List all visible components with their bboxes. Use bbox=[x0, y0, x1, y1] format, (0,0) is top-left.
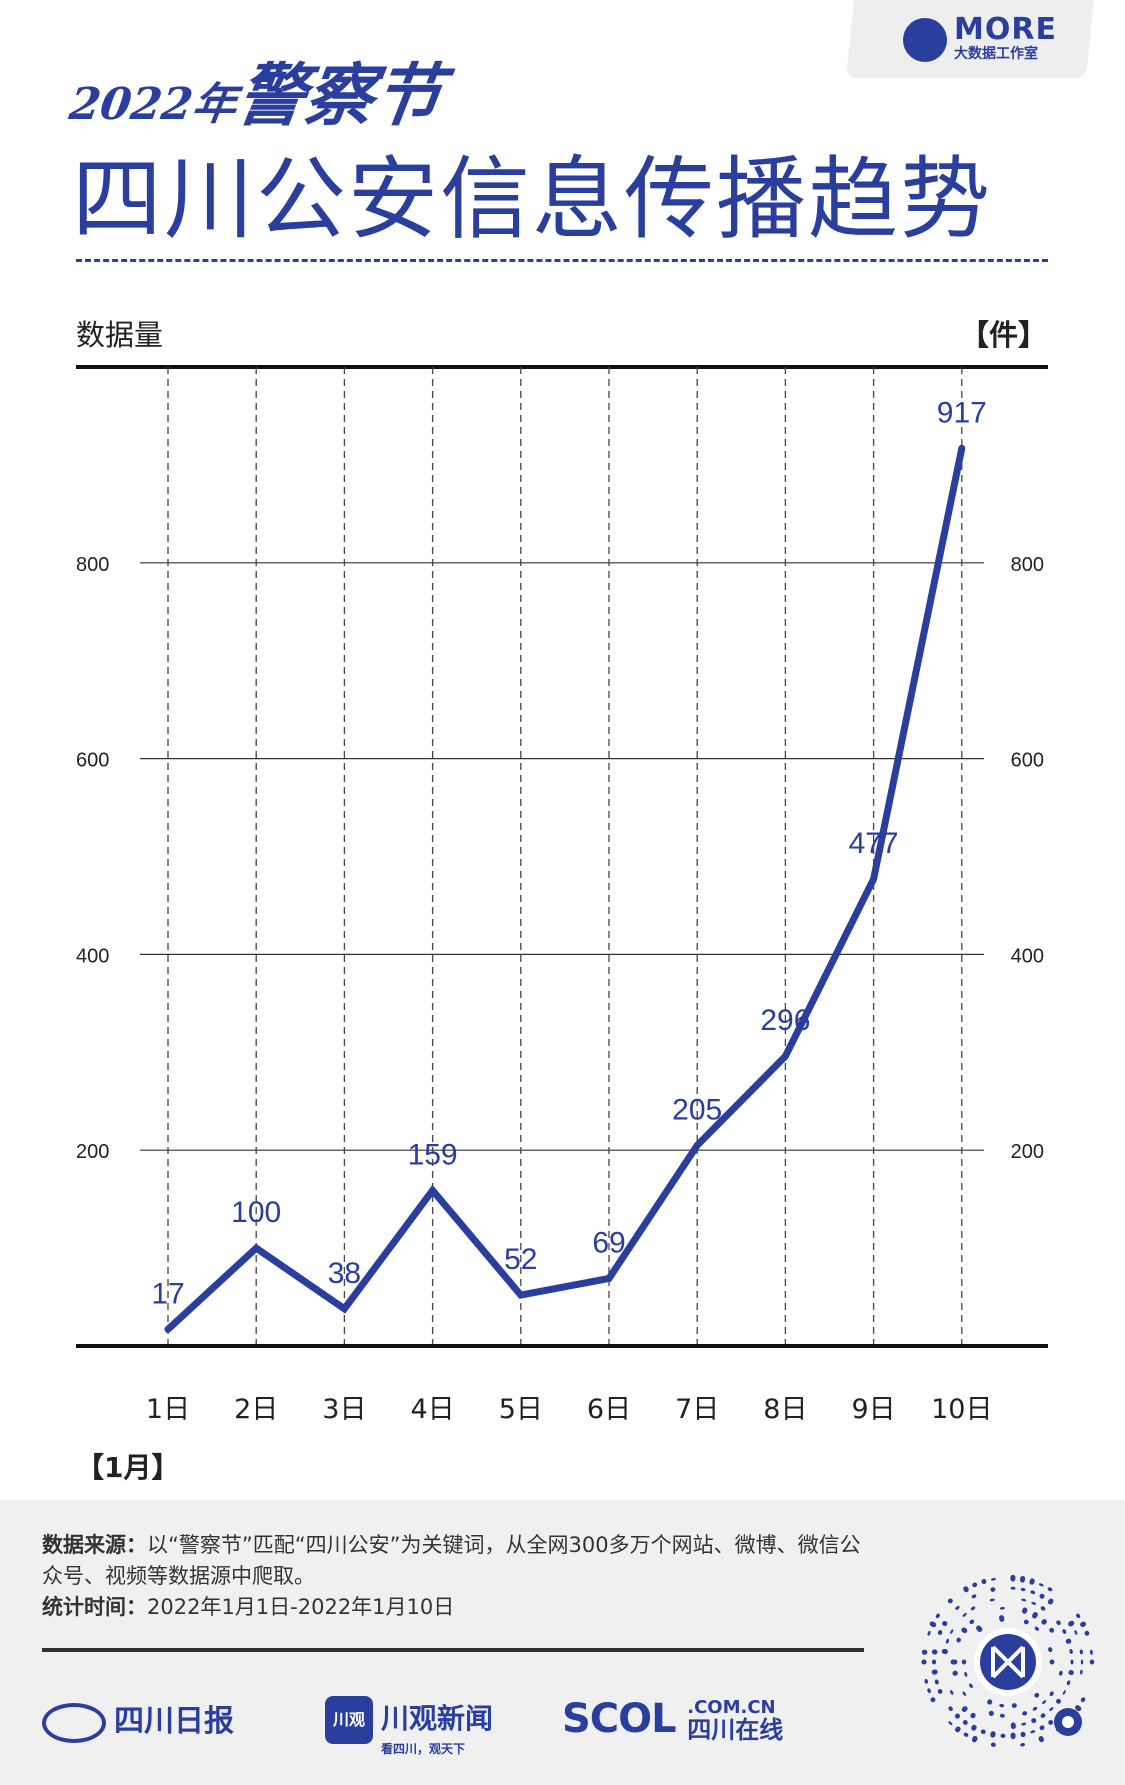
data-point bbox=[607, 1276, 611, 1281]
footer bbox=[0, 1500, 1125, 1785]
time-text: 2022年1月1日-2022年1月10日 bbox=[147, 1595, 455, 1619]
y-tick-label-right: 200 bbox=[1011, 1141, 1044, 1163]
data-label: 38 bbox=[328, 1257, 361, 1290]
data-point bbox=[695, 1143, 700, 1148]
y-tick-label-left: 600 bbox=[76, 750, 109, 772]
event-text: 警察节 bbox=[231, 56, 448, 136]
data-label: 52 bbox=[504, 1243, 537, 1276]
logo-big: MORE bbox=[954, 12, 1057, 47]
x-tick-label: 3日 bbox=[322, 1394, 366, 1425]
brand3-bottom: 四川在线 bbox=[687, 1716, 784, 1744]
x-tick-label: 2日 bbox=[234, 1394, 278, 1425]
source-text: 以“警察节”匹配“四川公安”为关键词，从全网300多万个网站、微博、微信公众号、… bbox=[42, 1533, 861, 1588]
event-headline: 2022年警察节 bbox=[65, 40, 449, 139]
chuanguan-logo-icon: 川观 bbox=[325, 1696, 373, 1744]
sichuan-daily-logo-icon bbox=[42, 1703, 106, 1743]
brand-chuanguan-news: 川观 川观新闻 看四川，观天下 bbox=[325, 1696, 493, 1757]
series-line bbox=[164, 444, 966, 1333]
x-tick-label: 7日 bbox=[675, 1394, 719, 1425]
y-tick-label-left: 400 bbox=[76, 945, 109, 967]
x-tick-label: 5日 bbox=[499, 1394, 543, 1425]
title-divider bbox=[76, 259, 1048, 262]
time-label: 统计时间： bbox=[42, 1595, 147, 1619]
data-label: 205 bbox=[672, 1093, 722, 1126]
source-note: 数据来源：以“警察节”匹配“四川公安”为关键词，从全网300多万个网站、微博、微… bbox=[42, 1530, 872, 1623]
x-tick-label: 9日 bbox=[852, 1394, 896, 1425]
x-tick-label: 8日 bbox=[763, 1394, 807, 1425]
brand2-text: 川观新闻 bbox=[381, 1702, 494, 1735]
page-title: 四川公安信息传播趋势 bbox=[72, 147, 992, 252]
y-axis-title: 数据量 bbox=[76, 318, 164, 352]
y-tick-label-right: 800 bbox=[1011, 554, 1044, 576]
x-tick-label: 4日 bbox=[411, 1394, 455, 1425]
year-text: 2022年 bbox=[66, 79, 240, 130]
y-tick-label-right: 400 bbox=[1011, 945, 1044, 967]
data-label: 917 bbox=[937, 396, 987, 429]
data-point bbox=[518, 1293, 523, 1298]
y-tick-label-left: 200 bbox=[76, 1141, 109, 1163]
logo-small: 大数据工作室 bbox=[954, 46, 1038, 62]
brand-scol: SCOL .COM.CN 四川在线 bbox=[562, 1696, 783, 1742]
data-point bbox=[430, 1188, 435, 1193]
brand1-text: 四川日报 bbox=[114, 1704, 234, 1739]
data-point bbox=[166, 1327, 170, 1332]
data-point bbox=[783, 1054, 788, 1059]
data-point bbox=[871, 877, 876, 882]
brand2-sub: 看四川，观天下 bbox=[381, 1742, 466, 1756]
data-label: 100 bbox=[231, 1196, 281, 1229]
more-logo-icon bbox=[903, 18, 947, 62]
brand-sichuan-daily: 四川日报 bbox=[42, 1696, 234, 1743]
x-tick-label: 6日 bbox=[587, 1394, 631, 1425]
data-label: 69 bbox=[592, 1226, 625, 1259]
brand3-top: .COM.CN bbox=[687, 1697, 776, 1718]
line-chart: 200 200 400 400 600 600 800 800 1日 2日 3日 4日 5日 6日 7日 8日… bbox=[76, 365, 1048, 1425]
x-tick-label: 1日 bbox=[146, 1394, 190, 1425]
source-label: 数据来源： bbox=[42, 1533, 147, 1557]
data-label: 159 bbox=[408, 1138, 458, 1171]
data-point bbox=[254, 1246, 259, 1251]
y-tick-label-left: 800 bbox=[76, 554, 109, 576]
x-axis-title: 【1月】 bbox=[76, 1451, 180, 1484]
x-tick-label: 10日 bbox=[931, 1394, 992, 1425]
y-tick-label-right: 600 bbox=[1011, 750, 1044, 772]
data-point bbox=[342, 1306, 347, 1311]
brand3-big: SCOL bbox=[562, 1696, 677, 1742]
footer-divider bbox=[42, 1648, 864, 1652]
data-label: 296 bbox=[760, 1004, 810, 1037]
unit-label: 【件】 bbox=[959, 318, 1047, 352]
data-label: 17 bbox=[151, 1277, 184, 1310]
data-label: 477 bbox=[849, 827, 899, 860]
more-logo: MORE 大数据工作室 bbox=[954, 12, 1057, 63]
mini-program-qr-icon[interactable] bbox=[918, 1572, 1098, 1752]
data-point bbox=[959, 446, 964, 451]
